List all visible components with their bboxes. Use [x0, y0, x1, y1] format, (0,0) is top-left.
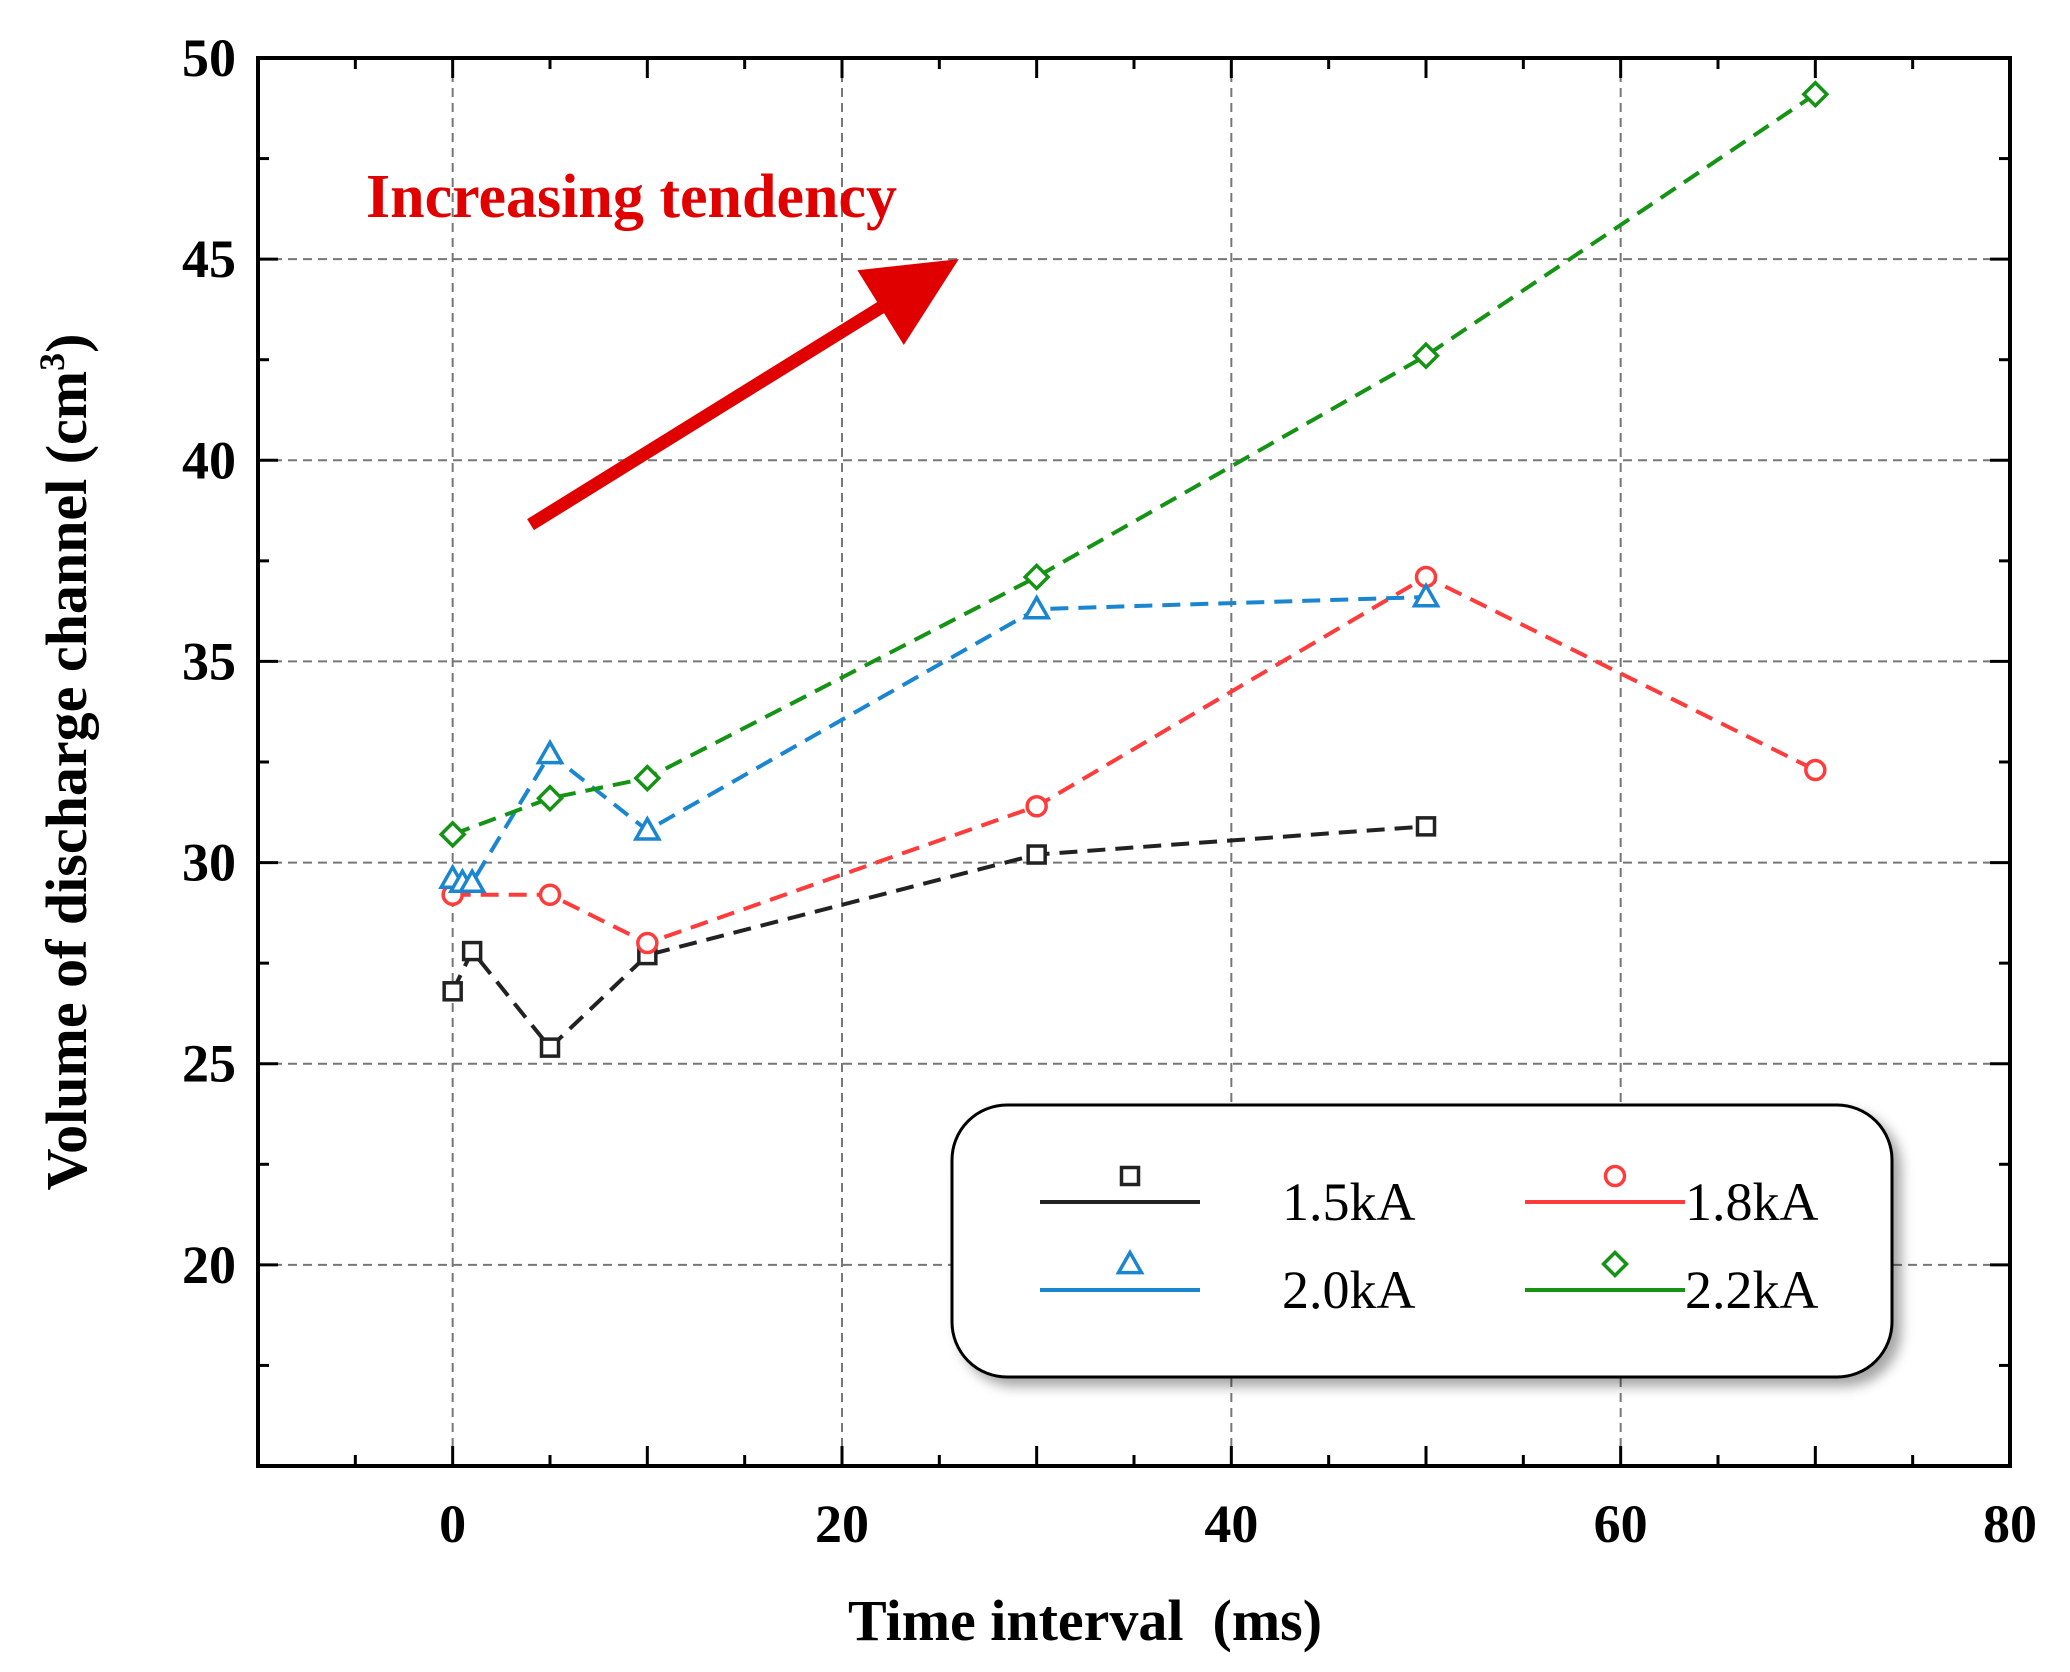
y-tick-label: 45	[182, 229, 236, 289]
trend-arrow-head	[857, 259, 959, 346]
legend-items: 1.5kA 1.8kA 2.0kA 2.2kA	[1040, 1164, 1819, 1320]
y-axis-title-main: Volume of discharge channel (cm	[34, 371, 99, 1190]
series-line-1-8ka	[452, 574, 1817, 946]
series-line-2-2ka	[451, 92, 1817, 837]
data-point-2-2ka	[1412, 341, 1440, 370]
legend-marker-2-2ka	[1601, 1250, 1629, 1278]
legend-label-1-5ka: 1.5kA	[1282, 1172, 1416, 1232]
x-tick-label: 20	[815, 1494, 869, 1554]
legend-label-1-8ka: 1.8kA	[1685, 1172, 1819, 1232]
data-point-2-2ka	[633, 764, 662, 793]
y-tick-label: 35	[182, 631, 236, 691]
legend-marker-1-8ka	[1603, 1164, 1627, 1188]
data-point-1-8ka	[538, 883, 562, 907]
data-point-2-2ka	[1801, 80, 1830, 109]
legend-marker-1-5ka	[1119, 1165, 1141, 1187]
data-point-1-8ka	[1804, 758, 1827, 782]
y-tick-label: 30	[182, 833, 236, 893]
y-axis-title-suffix: )	[34, 334, 99, 353]
data-point-2-0ka	[632, 815, 662, 841]
data-point-2-0ka	[1022, 594, 1052, 620]
annotation-text: Increasing tendency	[366, 163, 897, 231]
data-point-2-0ka	[535, 738, 565, 765]
data-point-1-8ka	[636, 931, 659, 955]
legend: 1.5kA 1.8kA 2.0kA 2.2kA	[950, 1103, 1894, 1379]
y-tick-label: 20	[182, 1235, 236, 1295]
y-axis-title: Volume of discharge channel (cm3)	[32, 334, 99, 1191]
y-tick-label: 50	[182, 28, 236, 88]
annotation: Increasing tendency	[366, 163, 959, 531]
y-axis-title-superscript: 3	[32, 353, 72, 371]
data-point-1-8ka	[1025, 795, 1048, 818]
trend-arrow-shaft	[527, 299, 888, 531]
legend-label-2-0ka: 2.0kA	[1282, 1260, 1416, 1320]
axis-ticks: 0 20 40 60 80 20 25 30 35 40 45 50	[182, 28, 2037, 1554]
x-tick-label: 0	[439, 1494, 466, 1554]
y-tick-label: 40	[182, 430, 236, 490]
series-lines	[450, 92, 1817, 1051]
x-tick-label: 60	[1594, 1494, 1648, 1554]
x-tick-label: 40	[1204, 1494, 1258, 1554]
x-tick-label: 80	[1983, 1494, 2037, 1554]
data-point-1-5ka	[442, 981, 463, 1002]
series-line-1-5ka	[450, 824, 1427, 1051]
legend-label-2-2ka: 2.2kA	[1685, 1260, 1819, 1320]
x-axis-title: Time interval (ms)	[848, 1588, 1322, 1653]
data-point-1-5ka	[461, 940, 483, 962]
data-point-1-5ka	[1415, 816, 1437, 837]
legend-marker-2-0ka	[1115, 1248, 1145, 1275]
data-point-2-0ka	[1411, 582, 1441, 608]
data-point-2-2ka	[1022, 562, 1051, 591]
y-tick-label: 25	[182, 1034, 236, 1094]
legend-box	[950, 1103, 1894, 1379]
data-point-2-0ka	[457, 867, 487, 894]
series-markers	[438, 80, 1830, 1058]
data-point-2-2ka	[438, 820, 467, 849]
data-point-2-2ka	[536, 784, 564, 813]
data-point-1-5ka	[539, 1037, 561, 1058]
data-point-1-5ka	[1026, 844, 1047, 865]
